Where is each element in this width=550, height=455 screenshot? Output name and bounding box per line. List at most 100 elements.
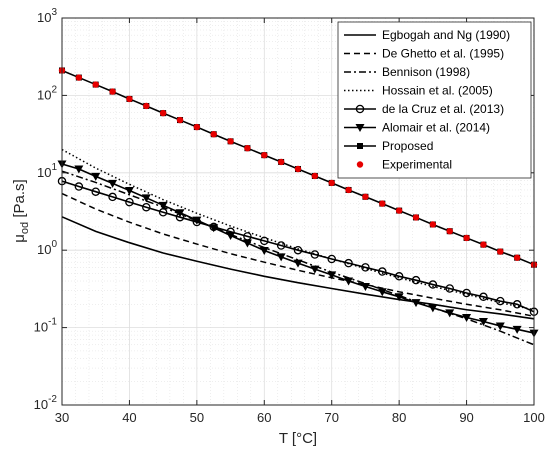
y-tick-label: 103 [37, 7, 57, 25]
data-point [124, 187, 134, 196]
legend-entry: De Ghetto et al. (1995) [344, 47, 504, 61]
data-point [193, 123, 201, 131]
x-tick-label: 30 [55, 410, 69, 425]
data-point [109, 88, 116, 95]
data-point [176, 116, 184, 124]
data-point [260, 236, 269, 246]
y-tick-label: 10-1 [34, 317, 58, 335]
data-point [345, 186, 352, 194]
data-point [395, 207, 403, 214]
series-layer [57, 67, 539, 346]
data-point [293, 245, 303, 255]
legend-entry: Experimental [356, 158, 452, 172]
data-point [242, 239, 252, 248]
y-tick-base: 10 [37, 10, 51, 25]
data-point [360, 282, 370, 291]
data-point [412, 214, 420, 221]
data-point [75, 74, 83, 81]
data-point [361, 263, 370, 272]
legend-label: de la Cruz et al. (2013) [382, 102, 504, 116]
legend-label: Proposed [382, 139, 433, 153]
data-point [277, 158, 285, 166]
data-point [92, 81, 99, 88]
y-tick-label: 100 [37, 239, 57, 257]
data-point [512, 300, 522, 309]
data-point [379, 200, 386, 207]
x-axis-label: T [°C] [279, 430, 317, 447]
legend-entry: Bennison (1998) [344, 65, 470, 79]
data-point [276, 241, 286, 250]
x-tick-label: 70 [324, 410, 338, 425]
data-point [479, 292, 488, 302]
data-point [158, 201, 168, 210]
y-tick-base: 10 [34, 320, 48, 335]
data-point [108, 192, 117, 202]
y-tick-label: 102 [37, 84, 57, 102]
y-tick-base: 10 [37, 165, 51, 180]
y-tick-exponent: -2 [48, 394, 57, 405]
y-tick-exponent: -1 [48, 317, 57, 328]
legend-label: Experimental [382, 158, 452, 172]
data-point [428, 304, 438, 313]
data-point [74, 165, 84, 174]
legend: Egbogah and Ng (1990) De Ghetto et al. (1… [337, 21, 532, 179]
data-point [293, 259, 303, 268]
series-line [61, 216, 535, 320]
data-point [310, 250, 320, 259]
data-point [210, 131, 217, 138]
series-line [61, 180, 535, 313]
data-point [344, 258, 353, 268]
series-0 [61, 216, 535, 320]
y-tick-exponent: 2 [51, 84, 57, 95]
y-tick-exponent: 3 [51, 7, 57, 18]
data-point [294, 165, 302, 173]
data-point [512, 325, 522, 334]
series-line [61, 192, 535, 318]
y-tick-label: 101 [37, 162, 57, 180]
data-point [276, 253, 286, 262]
data-point [394, 293, 404, 302]
data-point [462, 314, 472, 323]
data-point [244, 144, 251, 152]
y-axis-label: μod [Pa.s] [11, 179, 31, 242]
series-7 [58, 67, 538, 268]
data-point [462, 288, 471, 298]
x-tick-label: 60 [257, 410, 271, 425]
data-point [445, 284, 454, 293]
y-tick-base: 10 [34, 397, 48, 412]
data-point [327, 254, 336, 264]
legend-label: Bennison (1998) [382, 65, 470, 79]
legend-label: De Ghetto et al. (1995) [382, 47, 504, 61]
data-point [411, 275, 421, 285]
data-point [311, 172, 319, 180]
legend-entry: Alomair et al. (2014) [344, 121, 490, 135]
series-5 [57, 160, 539, 338]
data-point [446, 227, 453, 235]
data-point [327, 271, 337, 280]
legend-entry: Hossain et al. (2005) [344, 84, 493, 98]
data-point [362, 193, 369, 200]
data-point [159, 109, 167, 117]
y-tick-label: 10-2 [34, 394, 58, 412]
data-point [411, 299, 421, 308]
data-point [480, 241, 487, 248]
legend-marker [356, 161, 364, 168]
legend-marker [355, 124, 365, 132]
data-point [259, 247, 269, 256]
data-point [497, 248, 504, 255]
data-point [478, 317, 488, 326]
data-point [91, 187, 100, 196]
legend-entry: Egbogah and Ng (1990) [344, 28, 510, 42]
data-point [495, 322, 505, 331]
data-point [513, 254, 521, 261]
data-point [261, 151, 268, 159]
data-point [445, 309, 455, 318]
legend-label: Egbogah and Ng (1990) [382, 28, 510, 42]
data-point [141, 194, 151, 203]
legend-marker [355, 104, 365, 114]
y-axis-label-sub: od [19, 222, 31, 234]
legend-marker [357, 143, 363, 149]
y-tick-base: 10 [37, 242, 51, 257]
